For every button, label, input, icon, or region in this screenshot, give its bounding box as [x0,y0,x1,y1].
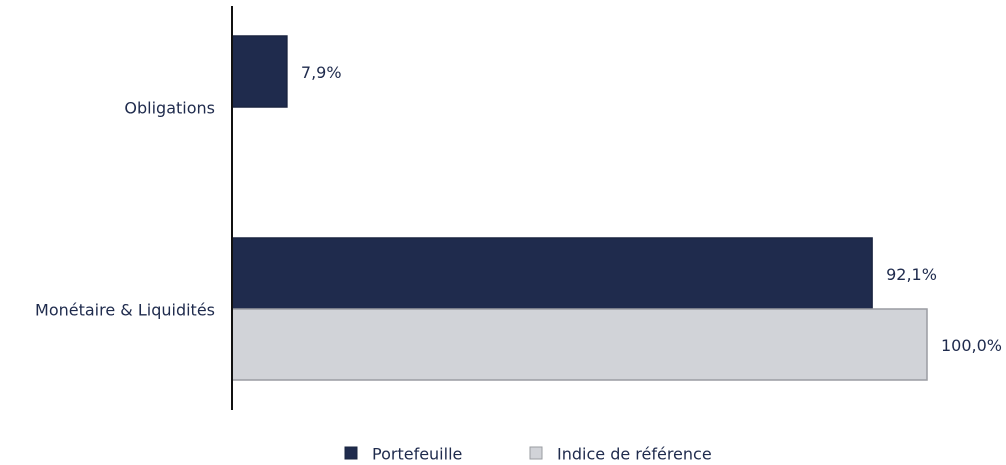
legend-label: Portefeuille [372,445,462,464]
bar [231,308,928,381]
value-label: 7,9% [301,63,342,82]
value-label: 92,1% [886,265,937,284]
legend-swatch [529,446,543,460]
legend-swatch [344,446,358,460]
value-label: 100,0% [941,336,1002,355]
legend-label: Indice de référence [557,445,712,464]
bar [231,35,288,108]
category-label: Monétaire & Liquidités [35,301,215,320]
bar [231,237,873,310]
category-label: Obligations [124,99,215,118]
